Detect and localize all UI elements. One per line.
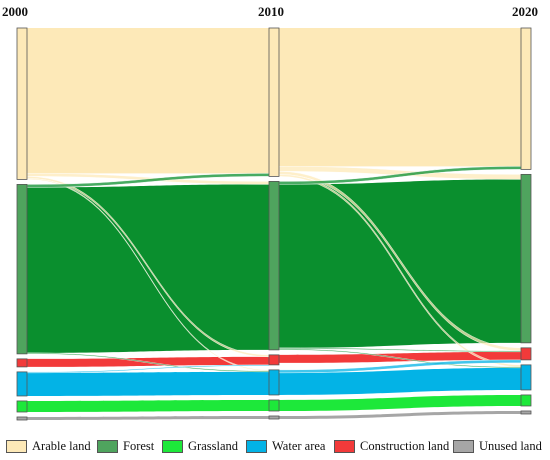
legend-item-forest: Forest: [97, 438, 154, 454]
flow-grassland-to-grassland-2000-2010: [27, 399, 269, 412]
legend-swatch-grassland: [162, 439, 183, 453]
flow-forest-to-forest-2010-2020: [279, 179, 521, 348]
node-construction-land-2010: [268, 354, 280, 366]
flow-unused-land-to-unused-land-2010-2020: [279, 410, 521, 419]
legend-label-water-area: Water area: [272, 438, 326, 453]
legend-item-unused-land: Unused land: [453, 438, 542, 454]
node-grassland-2010: [268, 399, 280, 412]
flow-water-area-to-water-area-2010-2020: [279, 367, 521, 395]
legend-item-water-area: Water area: [246, 438, 325, 454]
legend-swatch-water-area: [246, 439, 267, 453]
flow-forest-to-forest-2000-2010: [27, 184, 269, 353]
stage-label-2020: 2020: [512, 4, 538, 19]
node-unused-land-2020: [520, 410, 532, 415]
legend: Arable land Forest Grassland Water area …: [0, 436, 550, 456]
node-forest-2020: [520, 173, 532, 344]
node-construction-land-2020: [520, 347, 532, 361]
node-arable-land-2020: [520, 27, 532, 170]
node-grassland-2020: [520, 394, 532, 407]
legend-label-construction-land: Construction land: [360, 438, 450, 453]
legend-label-arable-land: Arable land: [32, 438, 91, 453]
node-forest-2010: [268, 181, 280, 351]
legend-label-grassland: Grassland: [188, 438, 238, 453]
stage-label-2010: 2010: [258, 4, 284, 19]
flow-water-area-to-water-area-2000-2010: [27, 371, 269, 396]
node-grassland-2000: [16, 400, 28, 413]
flow-grassland-to-grassland-2010-2020: [279, 394, 521, 411]
node-unused-land-2010: [268, 415, 280, 420]
legend-swatch-forest: [97, 439, 118, 453]
legend-label-forest: Forest: [123, 438, 155, 453]
legend-swatch-unused-land: [453, 439, 474, 453]
flow-arable-land-to-arable-land-2000-2010: [27, 28, 269, 174]
node-construction-land-2000: [16, 358, 28, 368]
flow-water-area-to-construction-land-2000-2010: [26, 364, 270, 374]
node-water-area-2000: [16, 371, 28, 397]
flows-layer: [26, 28, 522, 420]
legend-item-construction-land: Construction land: [334, 438, 449, 454]
node-forest-2000: [16, 184, 28, 355]
nodes-layer: [16, 27, 532, 421]
legend-item-arable-land: Arable land: [6, 438, 91, 454]
flow-construction-land-to-construction-land-2010-2020: [279, 351, 521, 363]
flow-unused-land-to-unused-land-2000-2010: [27, 415, 269, 420]
stage-label-2000: 2000: [2, 4, 28, 19]
flow-arable-land-to-arable-land-2010-2020: [279, 28, 521, 167]
legend-swatch-construction-land: [334, 439, 355, 453]
legend-item-grassland: Grassland: [162, 438, 238, 454]
node-water-area-2020: [520, 364, 532, 391]
node-unused-land-2000: [16, 416, 28, 421]
legend-label-unused-land: Unused land: [479, 438, 542, 453]
legend-swatch-arable-land: [6, 439, 27, 453]
node-water-area-2010: [268, 369, 280, 396]
node-arable-land-2010: [268, 27, 280, 177]
sankey-chart: [16, 27, 532, 421]
flow-water-area-to-construction-land-2010-2020: [278, 359, 522, 374]
node-arable-land-2000: [16, 27, 28, 180]
